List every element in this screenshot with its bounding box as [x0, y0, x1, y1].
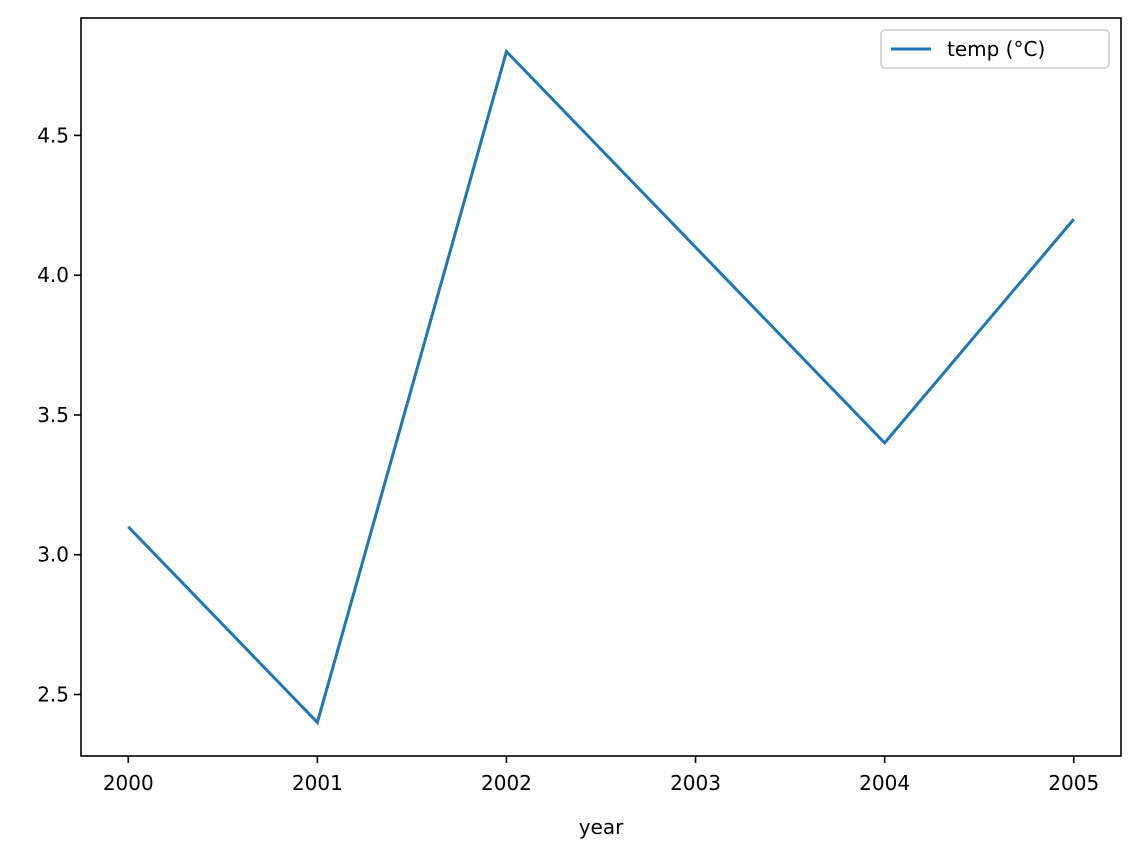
x-tick-label: 2002 — [481, 771, 532, 795]
x-tick-label: 2005 — [1048, 771, 1099, 795]
y-tick-label: 2.5 — [37, 683, 69, 707]
y-tick-label: 3.0 — [37, 543, 69, 567]
y-tick-label: 4.0 — [37, 263, 69, 287]
y-tick-label: 4.5 — [37, 123, 69, 147]
x-tick-label: 2000 — [103, 771, 154, 795]
x-axis-label: year — [579, 815, 624, 839]
legend-label: temp (°C) — [947, 37, 1045, 61]
legend-box — [880, 29, 1110, 69]
legend: temp (°C) — [880, 29, 1110, 69]
x-tick-label: 2001 — [292, 771, 343, 795]
x-tick-label: 2003 — [670, 771, 721, 795]
plot-frame — [80, 17, 1122, 757]
line — [127, 48, 1075, 726]
x-tick-label: 2004 — [859, 771, 910, 795]
y-tick-label: 3.5 — [37, 403, 69, 427]
